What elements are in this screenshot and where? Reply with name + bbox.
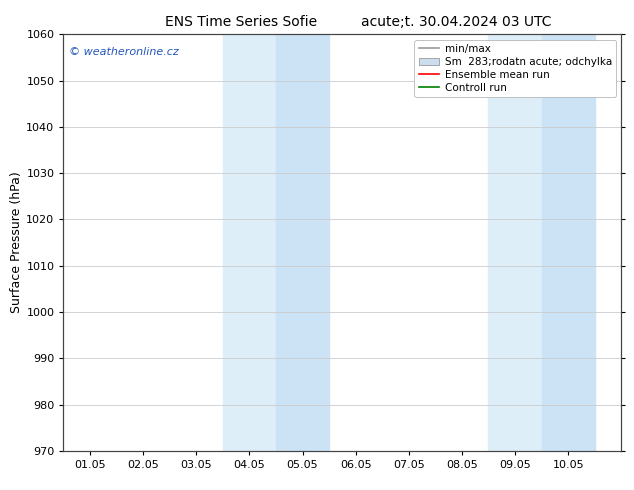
Text: © weatheronline.cz: © weatheronline.cz — [69, 47, 179, 57]
Bar — [276, 34, 329, 451]
Bar — [541, 34, 595, 451]
Legend: min/max, Sm  283;rodatn acute; odchylka, Ensemble mean run, Controll run: min/max, Sm 283;rodatn acute; odchylka, … — [415, 40, 616, 97]
Bar — [223, 34, 276, 451]
Bar — [488, 34, 541, 451]
Text: acute;t. 30.04.2024 03 UTC: acute;t. 30.04.2024 03 UTC — [361, 15, 552, 29]
Y-axis label: Surface Pressure (hPa): Surface Pressure (hPa) — [11, 172, 23, 314]
Text: ENS Time Series Sofie: ENS Time Series Sofie — [165, 15, 317, 29]
